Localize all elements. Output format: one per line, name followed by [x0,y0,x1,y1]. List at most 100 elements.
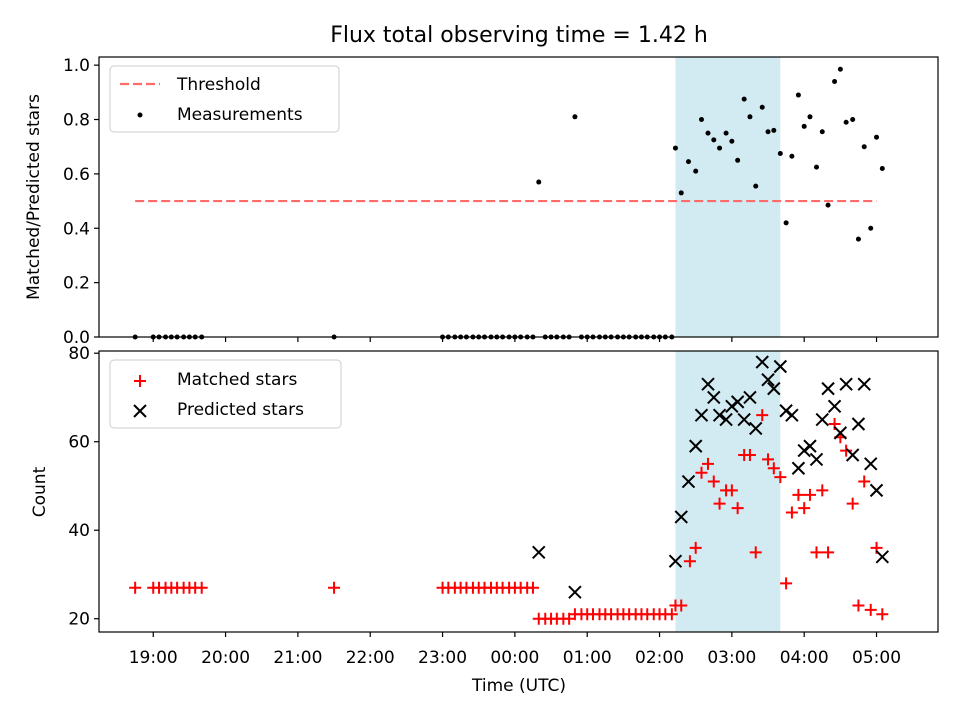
measurement-point [771,127,777,133]
legend-measurement-swatch [137,112,143,118]
predicted-star-point [803,439,817,453]
predicted-star-point [869,483,884,498]
measurement-point [536,179,542,185]
measurement-point [855,236,861,242]
predicted-star-point [568,585,582,599]
measurement-point [837,66,843,72]
predicted-star-point [773,359,788,374]
measurement-point [819,129,825,135]
measurement-point [698,117,704,123]
measurement-point [759,104,765,110]
x-tick-label: 02:00 [635,648,684,668]
matched-star-point [665,608,678,621]
predicted-star-point [719,412,733,427]
measurement-point [789,153,795,159]
predicted-star-point [815,412,829,427]
measurement-point [685,159,691,165]
predicted-star-point [767,381,781,396]
matched-star-point [816,484,829,497]
measurement-point [753,183,759,189]
bottom-y-tick-label: 40 [68,521,90,541]
predicted-star-point [743,390,757,405]
matched-star-point [792,488,805,501]
matched-star-point [876,608,889,621]
predicted-star-point [701,377,715,391]
predicted-star-point [851,417,866,431]
predicted-star-point [668,554,683,568]
measurement-point [832,78,838,84]
measurement-point [693,168,699,174]
matched-star-point [798,502,811,515]
matched-star-point [774,471,787,484]
matched-star-point [725,484,738,497]
bottom-y-axis-label: Count [30,466,50,517]
predicted-star-point [791,461,806,475]
predicted-star-point [785,408,799,422]
predicted-star-point [707,390,721,405]
matched-star-point [810,546,823,559]
x-axis-label: Time (UTC) [471,676,566,696]
matched-star-point [852,599,865,612]
predicted-star-point [833,426,848,440]
measurement-point [741,96,747,102]
matched-star-point [675,599,688,612]
measurement-point [874,134,880,140]
top-y-axis: 0.0 0.2 0.4 0.6 0.8 1.0 [63,56,99,348]
measurement-point [813,164,819,170]
matched-star-point [767,462,780,475]
top-panel: 0.0 0.2 0.4 0.6 0.8 1.0 Matched/Predicted sta… [24,56,939,348]
x-axis: 19:00 20:00 21:00 22:00 23:00 00:00 01:00 02:00… [129,632,901,668]
measurement-point [807,114,813,120]
measurement-point [843,119,849,125]
bottom-shaded-span [675,351,781,632]
top-y-tick-label: 0.2 [63,274,90,294]
bottom-legend: Matched stars Predicted stars [109,359,342,429]
matched-star-point [762,453,775,466]
matched-star-point [689,541,702,554]
measurement-point [868,225,874,231]
matched-star-point [683,555,696,568]
matched-star-point [526,581,539,594]
legend-matched-swatch [134,375,146,387]
measurement-point [717,145,723,151]
matched-star-point [731,502,744,515]
top-axes-frame [98,56,939,338]
x-tick-label: 03:00 [707,648,756,668]
x-tick-label: 23:00 [418,648,467,668]
measurement-point [711,137,717,143]
x-tick-label: 00:00 [490,648,539,668]
measurement-point [723,130,729,136]
matched-star-point [864,603,877,616]
bottom-axes-frame [98,350,939,633]
matched-star-point [129,581,142,594]
measurement-point [572,114,578,120]
matched-star-point [803,488,816,501]
predicted-star-point [827,399,842,414]
measurement-point [765,129,771,135]
predicted-star-point [730,395,745,409]
predicted-star-point [845,448,860,462]
legend-predicted-swatch [133,404,147,418]
bottom-y-tick-label: 20 [68,610,90,630]
measurement-point [672,145,678,151]
bottom-y-axis: 20 40 60 80 [68,344,99,630]
x-tick-label: 01:00 [563,648,612,668]
predicted-star-point [674,510,688,524]
predicted-star-point [688,439,703,453]
legend-predicted-label: Predicted stars [177,400,304,420]
matched-star-point [743,448,756,461]
matched-star-point [840,444,853,457]
top-shaded-span [675,57,781,337]
top-legend: Threshold Measurements [109,65,340,133]
predicted-star-point [839,377,853,391]
top-x-tick-marks [152,337,878,342]
measurement-point [729,138,735,144]
predicted-star-point [737,412,751,427]
bottom-y-tick-label: 60 [68,433,90,453]
matched-star-point [858,475,871,488]
matched-star-points [129,409,889,625]
x-tick-label: 21:00 [273,648,322,668]
bottom-panel: 20 40 60 80 19:00 20:00 21:00 22:00 23:00 00:00 0… [30,344,939,696]
legend-matched-label: Matched stars [177,370,297,390]
predicted-star-point [821,381,835,396]
